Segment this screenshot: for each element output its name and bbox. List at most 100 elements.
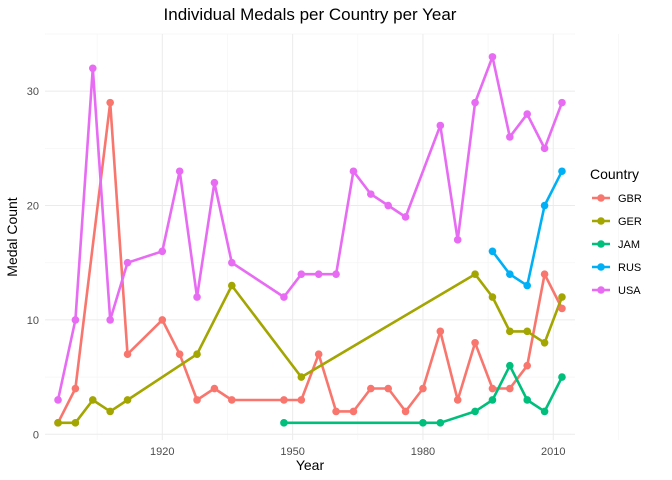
data-point-ger [123, 396, 132, 404]
legend-title: Country [590, 166, 639, 182]
data-point-gbr [384, 384, 392, 393]
data-point-ger [471, 270, 479, 278]
data-point-ger [523, 327, 532, 336]
data-point-gbr [175, 350, 184, 359]
data-point-usa [280, 293, 288, 301]
data-point-gbr [488, 384, 497, 393]
data-point-usa [228, 258, 236, 267]
data-point-jam [419, 419, 427, 427]
data-point-gbr [314, 350, 323, 359]
data-point-usa [71, 316, 80, 324]
data-point-gbr [506, 384, 514, 393]
legend-key-point-gbr [597, 194, 605, 202]
data-point-jam [471, 407, 479, 416]
data-point-gbr [453, 396, 462, 404]
series-line-usa [56, 55, 564, 402]
data-point-ger [297, 373, 306, 381]
data-point-usa [401, 213, 410, 221]
data-point-ger [54, 419, 62, 427]
major-gridlines [45, 34, 575, 440]
data-point-rus [558, 167, 566, 176]
data-point-gbr [436, 327, 445, 336]
data-point-gbr [228, 396, 236, 404]
data-point-usa [384, 201, 392, 210]
series-points [54, 53, 566, 427]
legend-key-point-jam [597, 240, 605, 248]
y-tick-label: 20 [27, 201, 39, 213]
legend-label-rus: RUS [618, 262, 641, 274]
data-point-ger [193, 350, 201, 359]
data-point-gbr [401, 407, 410, 416]
data-point-usa [193, 293, 201, 301]
data-point-jam [558, 373, 566, 381]
x-tick-label: 1980 [411, 446, 435, 458]
data-point-ger [540, 338, 549, 347]
data-point-gbr [349, 407, 358, 416]
data-point-ger [488, 293, 497, 301]
data-point-ger [106, 407, 114, 416]
data-point-usa [540, 144, 549, 153]
data-point-jam [523, 396, 532, 404]
data-point-usa [332, 270, 340, 278]
y-tick-label: 0 [33, 429, 39, 441]
data-point-gbr [558, 304, 566, 313]
series-line-gbr [56, 101, 564, 425]
chart-title: Individual Medals per Country per Year [164, 5, 457, 24]
data-point-gbr [210, 384, 219, 393]
data-point-gbr [71, 384, 80, 393]
data-point-jam [506, 361, 514, 370]
data-point-jam [488, 396, 497, 404]
data-point-gbr [540, 270, 549, 278]
data-point-ger [558, 293, 566, 301]
x-axis-tick-labels: 1920 1950 1980 2010 [150, 446, 565, 458]
legend-label-ger: GER [618, 216, 642, 228]
data-point-rus [523, 281, 532, 290]
legend: Country GBR GER JAM RUS USA [590, 166, 642, 297]
data-point-usa [106, 316, 114, 324]
legend-key-point-usa [597, 286, 605, 294]
data-point-gbr [193, 396, 201, 404]
legend-key-point-rus [597, 263, 605, 271]
data-point-usa [349, 167, 358, 176]
data-point-ger [88, 396, 97, 404]
data-point-jam [540, 407, 549, 416]
x-tick-label: 2010 [541, 446, 565, 458]
data-point-usa [367, 190, 375, 198]
x-axis-title: Year [296, 457, 325, 473]
x-tick-label: 1950 [280, 446, 304, 458]
data-point-usa [158, 247, 167, 256]
data-point-rus [488, 247, 497, 256]
legend-label-gbr: GBR [618, 193, 642, 205]
data-point-usa [523, 110, 532, 118]
data-point-gbr [367, 384, 375, 393]
data-point-usa [488, 53, 497, 61]
data-point-usa [506, 133, 514, 141]
legend-label-usa: USA [618, 285, 641, 297]
data-point-jam [436, 419, 445, 427]
legend-label-jam: JAM [618, 239, 640, 251]
data-point-ger [71, 419, 80, 427]
y-axis-title: Medal Count [4, 197, 20, 276]
data-point-usa [558, 98, 566, 107]
data-point-rus [540, 201, 549, 210]
data-point-usa [123, 258, 132, 267]
data-point-gbr [158, 316, 167, 324]
y-axis-tick-labels: 0 10 20 30 [27, 86, 39, 441]
data-point-gbr [523, 361, 532, 370]
legend-key-point-ger [597, 217, 605, 225]
data-point-ger [228, 281, 236, 290]
data-point-rus [506, 270, 514, 278]
data-point-gbr [471, 338, 479, 347]
data-point-usa [175, 167, 184, 176]
data-point-jam [280, 419, 288, 427]
y-tick-label: 30 [27, 86, 39, 98]
data-point-usa [54, 396, 62, 404]
data-point-usa [436, 121, 445, 130]
data-point-usa [453, 236, 462, 244]
data-point-gbr [123, 350, 132, 359]
x-tick-label: 1920 [150, 446, 174, 458]
data-point-gbr [419, 384, 427, 393]
